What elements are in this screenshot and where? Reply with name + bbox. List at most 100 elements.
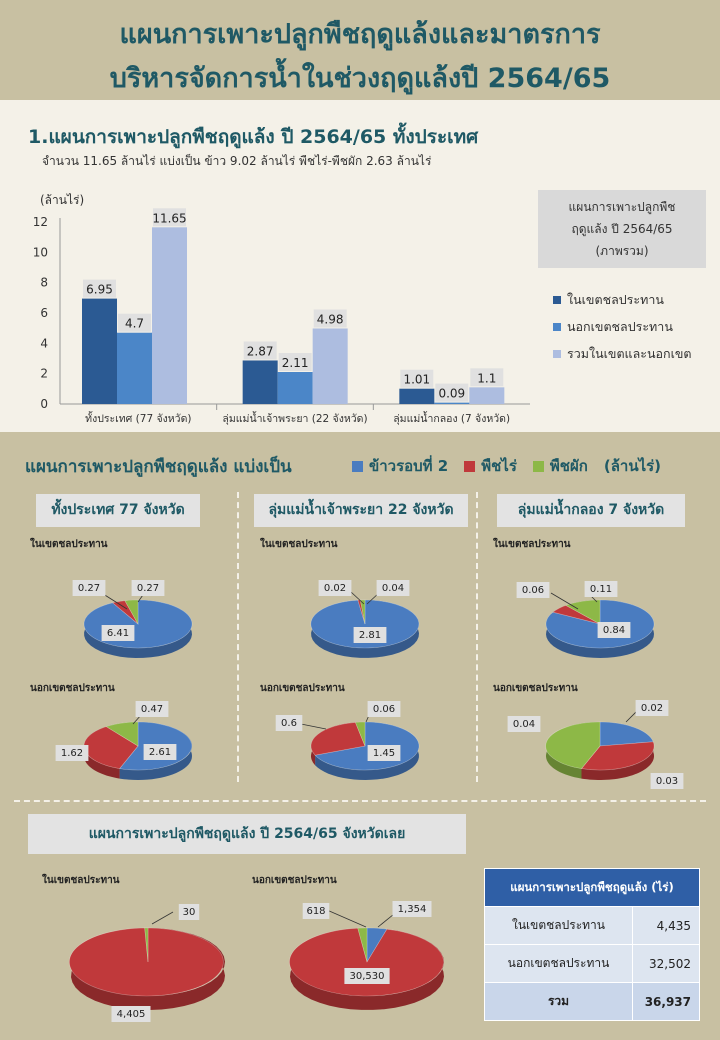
table-cell-label: นอกเขตชลประทาน — [484, 944, 633, 983]
pie-title: ในเขตชลประทาน — [42, 873, 120, 886]
section-national-plan: 1.แผนการเพาะปลูกพืชฤดูแล้ง ปี 2564/65 ทั… — [0, 100, 720, 430]
bar — [399, 388, 435, 404]
legend-item-rice: ข้าวรอบที่ 2 — [352, 454, 448, 478]
pie-value-label: 1.62 — [61, 748, 83, 759]
legend-swatch — [464, 460, 476, 472]
y-tick-label: 10 — [33, 245, 48, 259]
y-tick-label: 4 — [40, 336, 48, 350]
legend-box-line-1: แผนการเพาะปลูกพืช — [568, 200, 676, 214]
leader-line — [625, 710, 638, 723]
legend-item: รวมในเขตและนอกเขต — [553, 340, 692, 367]
legend-swatch — [553, 349, 561, 358]
pie-slice — [366, 927, 388, 964]
pie-value-label: 0.84 — [603, 625, 625, 636]
unit-label: (ล้านไร่) — [603, 457, 662, 475]
pie-label-bg — [101, 625, 135, 641]
leader-line — [300, 723, 327, 730]
pie-slice — [580, 741, 655, 771]
pie-slice — [552, 605, 601, 625]
pie-value-label: 30 — [183, 907, 196, 918]
pie-title: นอกเขตชลประทาน — [30, 682, 115, 694]
section2-title: แผนการเพาะปลูกพืชฤดูแล้ง แบ่งเป็น — [25, 457, 292, 477]
pie-label-bg — [392, 901, 432, 917]
title-line-1: แผนการเพาะปลูกพืชฤดูแล้งและมาตรการ — [119, 19, 601, 50]
pie-slice — [357, 927, 368, 963]
pie-label-bg — [111, 1006, 151, 1022]
leader-line — [151, 911, 174, 925]
table-row-total: รวม 36,937 — [484, 982, 700, 1021]
table-cell-label: รวม — [484, 982, 633, 1021]
bar — [82, 298, 117, 404]
pie-label-bg — [367, 745, 401, 761]
legend-label: ข้าวรอบที่ 2 — [369, 457, 449, 475]
bar-label-bg — [470, 368, 504, 387]
pie-label-bg — [135, 701, 169, 717]
pie-title: ในเขตชลประทาน — [30, 537, 108, 550]
legend-swatch — [532, 460, 544, 472]
table-cell-label: ในเขตชลประทาน — [484, 906, 633, 945]
pie-slice — [105, 721, 139, 747]
legend-swatch — [553, 322, 561, 331]
pie-legend: ข้าวรอบที่ 2 พืชไร่ พืชผัก (ล้านไร่) — [352, 454, 677, 478]
pie-charts: ในเขตชลประทาน 6.41 0.27 0.27 นอกเขตชลประทาน 2… — [30, 537, 684, 1022]
x-tick-label: ทั้งประเทศ (77 จังหวัด) — [85, 411, 191, 425]
pie-label-bg — [367, 701, 401, 717]
bar — [434, 402, 470, 404]
pie-title: นอกเขตชลประทาน — [252, 874, 337, 886]
pie-slice — [354, 721, 366, 747]
pie-value-label: 0.02 — [641, 703, 663, 714]
bar-label-bg — [313, 309, 347, 328]
pie-value-label: 0.47 — [141, 704, 163, 715]
y-axis-label: (ล้านไร่) — [40, 193, 84, 207]
y-tick-label: 2 — [40, 367, 48, 381]
pie-label-bg — [72, 580, 106, 596]
bar — [242, 360, 278, 404]
legend-swatch — [352, 460, 363, 472]
legend-unit: (ล้านไร่) — [604, 454, 661, 478]
pie-label-bg — [507, 716, 541, 732]
legend-swatch — [553, 295, 561, 304]
pie-slice — [565, 599, 601, 625]
pie-value-label: 4,405 — [117, 1009, 146, 1020]
pie-value-label: 0.04 — [513, 719, 535, 730]
loei-title: แผนการเพาะปลูกพืชฤดูแล้ง ปี 2564/65 จังห… — [28, 814, 466, 854]
pie-label-bg — [131, 580, 165, 596]
y-tick-label: 0 — [40, 397, 48, 411]
loei-summary-table: แผนการเพาะปลูกพืชฤดูแล้ง (ไร่) ในเขตชลปร… — [484, 868, 700, 1021]
pie-value-label: 0.06 — [522, 585, 544, 596]
pie-slice — [310, 722, 366, 756]
legend-label: พืชไร่ — [481, 457, 517, 475]
y-tick-label: 12 — [33, 215, 48, 229]
pie-value-label: 0.27 — [137, 583, 159, 594]
bar — [469, 387, 505, 404]
bar-value-label: 4.7 — [125, 317, 144, 331]
pie-title: ในเขตชลประทาน — [493, 537, 571, 550]
legend-box-line-3: (ภาพรวม) — [595, 244, 649, 258]
bar — [312, 328, 348, 404]
pie-value-label: 30,530 — [350, 971, 385, 982]
bar-legend: ในเขตชลประทาน นอกเขตชลประทาน รวมในเขตและ… — [553, 286, 692, 367]
bar-value-label: 1.1 — [477, 371, 496, 385]
region-title-national: ทั้งประเทศ 77 จังหวัด — [36, 494, 200, 527]
leader-line — [350, 591, 365, 605]
pie-title: นอกเขตชลประทาน — [493, 682, 578, 694]
pie-label-bg — [143, 744, 177, 760]
pie-label-bg — [376, 580, 410, 596]
bar-value-label: 11.65 — [152, 211, 186, 225]
leader-line — [326, 909, 367, 928]
bar-label-bg — [153, 208, 186, 227]
pie-slice — [144, 927, 149, 963]
divider — [237, 492, 239, 782]
pie-label-bg — [55, 745, 89, 761]
bar-value-label: 6.95 — [86, 283, 113, 297]
legend-label: นอกเขตชลประทาน — [567, 318, 673, 334]
bar-label-bg — [400, 369, 434, 388]
y-tick-label: 6 — [40, 306, 48, 320]
pie-value-label: 0.11 — [590, 584, 612, 595]
pie-label-bg — [353, 627, 387, 643]
title-line-2: บริหารจัดการน้ำในช่วงฤดูแล้งปี 2564/65 — [109, 63, 611, 94]
pie-slice — [599, 721, 654, 747]
pie-value-label: 618 — [306, 906, 325, 917]
bar-label-bg — [278, 352, 312, 371]
section1-title: 1.แผนการเพาะปลูกพืชฤดูแล้ง ปี 2564/65 ทั… — [28, 126, 479, 148]
